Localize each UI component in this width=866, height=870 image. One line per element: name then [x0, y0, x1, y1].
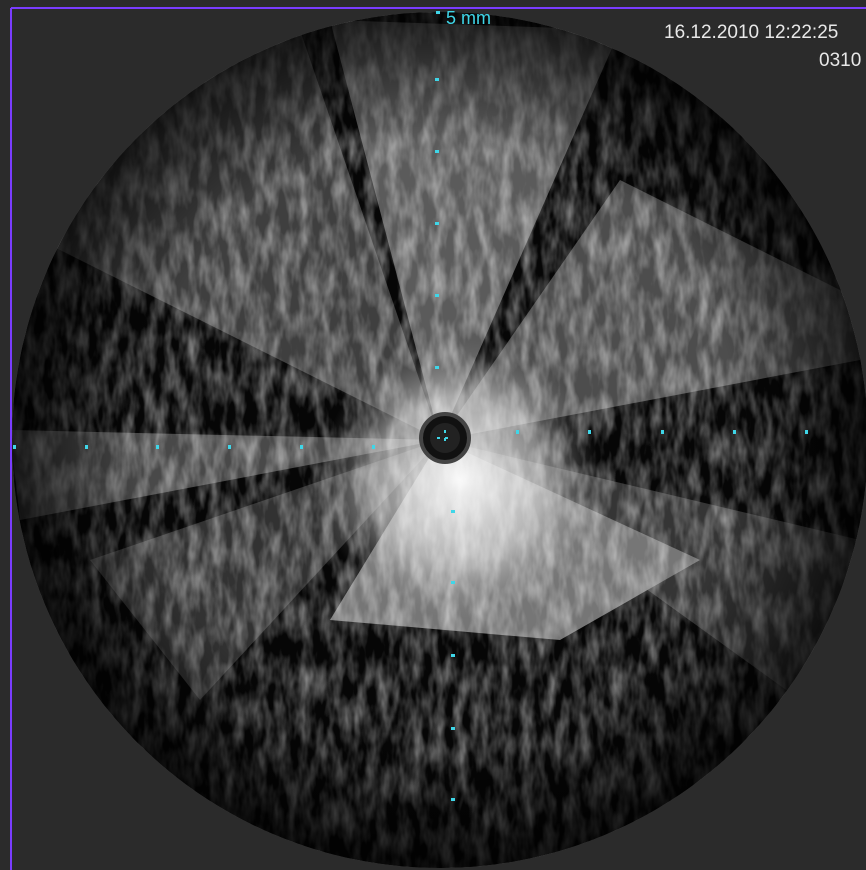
timestamp: 16.12.2010 12:22:25 — [664, 22, 838, 43]
catheter — [419, 412, 471, 464]
scale-label: 5 mm — [446, 8, 491, 28]
calibration-marks — [13, 11, 808, 801]
frame-number: 0310 — [819, 50, 861, 71]
